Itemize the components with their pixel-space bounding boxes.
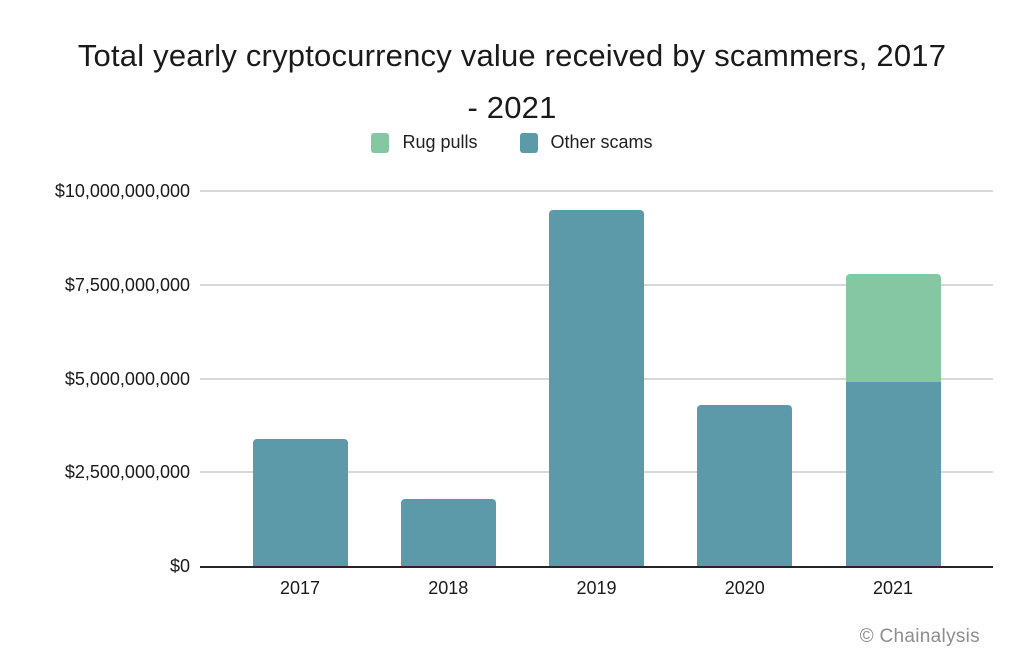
- legend-swatch-other-scams: [519, 132, 538, 153]
- chart-title-line: - 2021: [467, 90, 557, 125]
- attribution: © Chainalysis: [859, 626, 980, 647]
- y-axis-tick-label: $10,000,000,000: [54, 181, 190, 201]
- plot-area: [200, 190, 993, 568]
- bar-2020-other-scams: [697, 404, 793, 566]
- y-axis-tick-label: $7,500,000,000: [64, 274, 190, 295]
- x-axis-tick-label-2021: 2021: [872, 578, 914, 598]
- legend-label: Other scams: [550, 132, 653, 152]
- chart-title-line: Total yearly cryptocurrency value receiv…: [77, 38, 947, 73]
- x-axis-tick-label-2018: 2018: [428, 578, 469, 598]
- legend-item-other-scams: Other scams: [519, 132, 653, 153]
- y-axis-tick-label: $0: [169, 556, 190, 576]
- x-axis-tick-label-2020: 2020: [724, 578, 765, 598]
- legend: Rug pulls Other scams: [0, 132, 1024, 153]
- legend-item-rug-pulls: Rug pulls: [371, 132, 478, 153]
- legend-label: Rug pulls: [402, 132, 478, 152]
- y-axis-tick-label: $2,500,000,000: [64, 462, 190, 483]
- bar-2018-other-scams: [400, 498, 496, 566]
- bar-2017-other-scams: [252, 438, 348, 566]
- bar-2019-other-scams: [549, 209, 644, 566]
- chart-title: Total yearly cryptocurrency value receiv…: [20, 30, 1004, 134]
- x-axis-tick-label-2019: 2019: [576, 578, 617, 598]
- y-axis-tick-label: $5,000,000,000: [64, 368, 190, 389]
- gridline: [200, 190, 993, 192]
- legend-swatch-rug-pulls: [371, 132, 390, 153]
- bar-2021-other-scams: [845, 382, 941, 566]
- bar-2021-rug-pulls: [845, 273, 941, 383]
- x-axis-tick-label-2017: 2017: [279, 578, 321, 598]
